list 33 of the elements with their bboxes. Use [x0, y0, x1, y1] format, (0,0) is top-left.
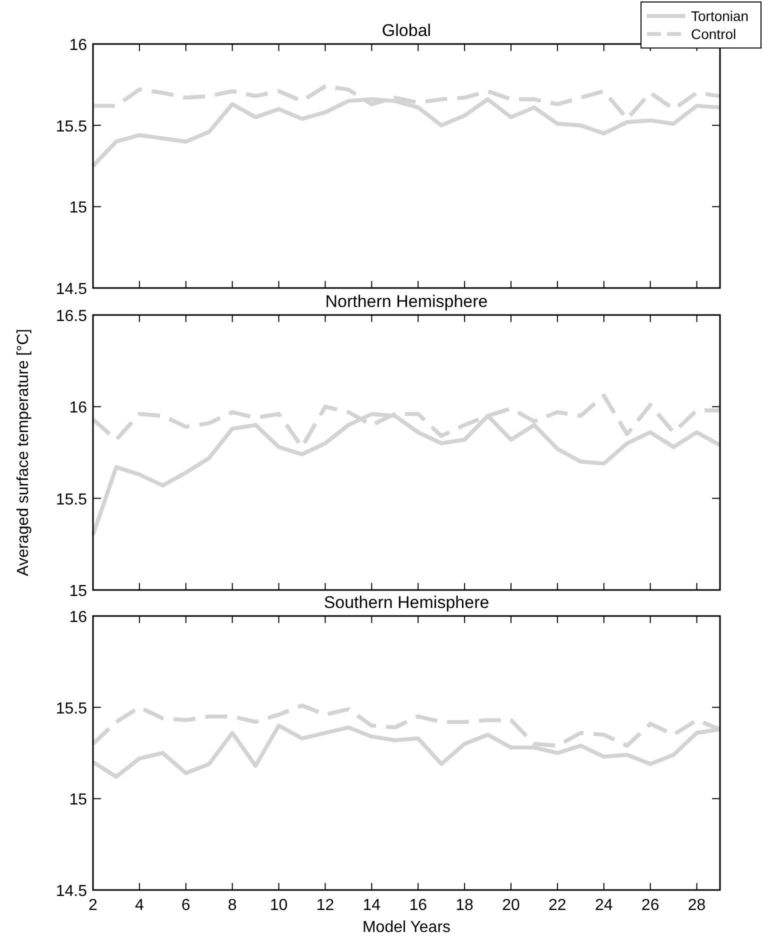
y-tick-label: 14.5 — [56, 883, 88, 900]
y-tick-label: 14.5 — [56, 281, 88, 298]
chart-title: Southern Hemisphere — [324, 593, 490, 612]
y-tick-label: 15 — [69, 792, 88, 809]
x-tick-label: 6 — [181, 897, 190, 914]
y-tick-label: 15 — [69, 200, 88, 217]
y-tick-label: 15.5 — [56, 700, 88, 718]
x-tick-label: 4 — [134, 897, 144, 914]
y-tick-label: 16 — [69, 37, 88, 54]
x-tick-label: 24 — [594, 897, 613, 914]
y-tick-label: 15 — [69, 583, 88, 600]
x-tick-label: 26 — [641, 897, 660, 914]
x-tick-label: 2 — [88, 897, 98, 914]
x-tick-label: 20 — [502, 897, 520, 914]
legend-label: Control — [691, 26, 736, 42]
x-axis-title: Model Years — [362, 919, 451, 936]
y-tick-label: 16 — [69, 400, 88, 417]
y-tick-label: 15.5 — [56, 491, 88, 508]
x-tick-label: 16 — [409, 897, 428, 914]
y-axis-title: Averaged surface temperature [°C] — [15, 328, 32, 576]
x-tick-label: 28 — [688, 897, 706, 914]
x-tick-label: 10 — [270, 897, 288, 914]
x-tick-label: 14 — [362, 897, 381, 914]
y-tick-label: 16 — [69, 609, 88, 626]
x-tick-label: 22 — [548, 897, 566, 914]
chart-title: Northern Hemisphere — [325, 292, 488, 311]
y-tick-label: 15.5 — [56, 118, 88, 136]
x-tick-label: 8 — [228, 897, 237, 914]
legend-label: Tortonian — [691, 8, 749, 24]
y-tick-label: 16.5 — [56, 308, 88, 325]
chart-title: Global — [382, 21, 432, 40]
x-tick-label: 12 — [316, 897, 334, 914]
x-tick-label: 18 — [456, 897, 474, 914]
